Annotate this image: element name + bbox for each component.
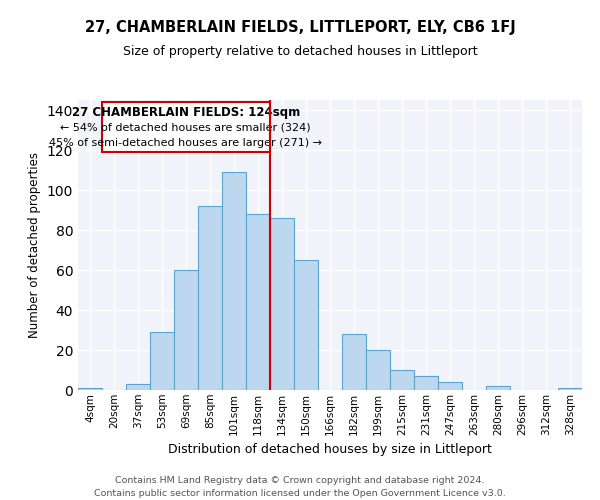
Bar: [150, 332, 174, 390]
Bar: [486, 386, 510, 390]
Bar: [270, 218, 294, 390]
Bar: [366, 350, 390, 390]
Text: Size of property relative to detached houses in Littleport: Size of property relative to detached ho…: [122, 45, 478, 58]
Bar: [390, 370, 414, 390]
Bar: [126, 384, 150, 390]
Bar: [246, 214, 270, 390]
Text: 27, CHAMBERLAIN FIELDS, LITTLEPORT, ELY, CB6 1FJ: 27, CHAMBERLAIN FIELDS, LITTLEPORT, ELY,…: [85, 20, 515, 35]
Bar: [414, 376, 438, 390]
Bar: [342, 334, 366, 390]
Text: ← 54% of detached houses are smaller (324): ← 54% of detached houses are smaller (32…: [61, 122, 311, 132]
Text: 27 CHAMBERLAIN FIELDS: 124sqm: 27 CHAMBERLAIN FIELDS: 124sqm: [71, 106, 300, 119]
Y-axis label: Number of detached properties: Number of detached properties: [28, 152, 41, 338]
Text: Contains HM Land Registry data © Crown copyright and database right 2024.: Contains HM Land Registry data © Crown c…: [115, 476, 485, 485]
Text: Contains public sector information licensed under the Open Government Licence v3: Contains public sector information licen…: [94, 488, 506, 498]
Text: 45% of semi-detached houses are larger (271) →: 45% of semi-detached houses are larger (…: [49, 138, 322, 148]
FancyBboxPatch shape: [102, 102, 269, 152]
Bar: [438, 382, 462, 390]
Bar: [198, 206, 222, 390]
Bar: [222, 172, 246, 390]
Bar: [78, 388, 102, 390]
X-axis label: Distribution of detached houses by size in Littleport: Distribution of detached houses by size …: [168, 443, 492, 456]
Bar: [174, 270, 198, 390]
Bar: [558, 388, 582, 390]
Bar: [294, 260, 318, 390]
